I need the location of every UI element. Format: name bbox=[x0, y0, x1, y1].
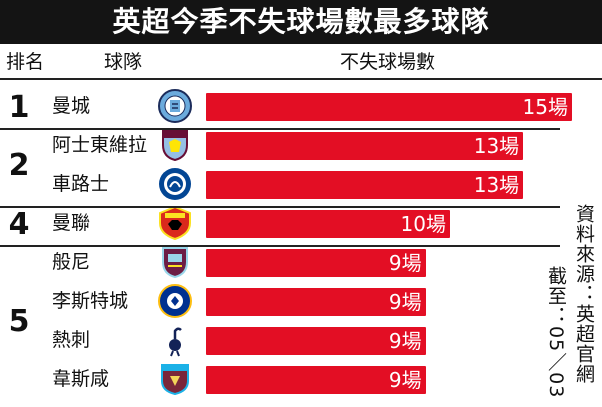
bar-value-label: 10場 bbox=[400, 212, 446, 236]
burnley-crest-icon bbox=[158, 245, 192, 279]
bar-value-label: 9場 bbox=[388, 368, 422, 392]
chart-title: 英超今季不失球場數最多球隊 bbox=[112, 5, 490, 38]
bar: 13場 bbox=[206, 132, 524, 160]
man-utd-crest-icon bbox=[158, 205, 192, 241]
tottenham-crest-icon bbox=[158, 323, 192, 357]
header-rank: 排名 bbox=[6, 51, 45, 73]
bar-value-label: 9場 bbox=[388, 290, 422, 314]
bar-value-label: 13場 bbox=[473, 134, 520, 158]
bar-value-label: 13場 bbox=[473, 173, 520, 197]
rank-number: 5 bbox=[8, 304, 30, 339]
man-city-crest-icon bbox=[158, 89, 192, 123]
rank-number: 2 bbox=[8, 148, 30, 183]
as-of-date: 截至：05／03 bbox=[545, 266, 567, 399]
rank-number: 1 bbox=[8, 89, 30, 125]
header-team: 球隊 bbox=[104, 51, 143, 73]
team-name: 熱刺 bbox=[52, 329, 91, 351]
bar: 13場 bbox=[206, 171, 524, 199]
bar: 9場 bbox=[206, 327, 426, 355]
team-name: 曼城 bbox=[52, 95, 91, 117]
team-name: 阿士東維拉 bbox=[52, 134, 148, 156]
aston-villa-crest-icon bbox=[158, 128, 192, 162]
rank-group-divider bbox=[0, 128, 560, 130]
bar-value-label: 9場 bbox=[388, 251, 422, 275]
team-name: 車路士 bbox=[52, 173, 110, 195]
team-name: 般尼 bbox=[52, 251, 91, 273]
header-divider bbox=[0, 78, 602, 80]
source-note: 資料來源：英超官網 bbox=[573, 204, 595, 384]
team-name: 韋斯咸 bbox=[52, 368, 110, 390]
team-name: 李斯特城 bbox=[52, 290, 129, 312]
rank-group-divider bbox=[0, 206, 560, 208]
rank-group-divider bbox=[0, 245, 560, 247]
rank-number: 4 bbox=[8, 206, 30, 242]
west-ham-crest-icon bbox=[158, 362, 192, 396]
team-name: 曼聯 bbox=[52, 212, 91, 234]
leicester-crest-icon bbox=[158, 284, 192, 318]
chelsea-crest-icon bbox=[158, 167, 192, 201]
bar: 9場 bbox=[206, 366, 426, 394]
bar: 9場 bbox=[206, 288, 426, 316]
header-value: 不失球場數 bbox=[340, 51, 436, 73]
bar: 15場 bbox=[206, 93, 572, 121]
bar-value-label: 15場 bbox=[522, 95, 568, 119]
bar: 9場 bbox=[206, 249, 426, 277]
bar: 10場 bbox=[206, 210, 450, 238]
title-bar bbox=[0, 0, 602, 44]
bar-value-label: 9場 bbox=[388, 329, 422, 353]
